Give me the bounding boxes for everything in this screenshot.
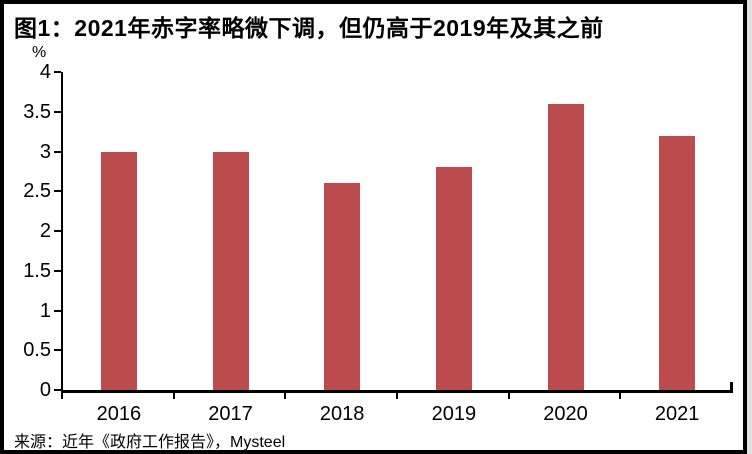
y-axis-label: 0 [39,379,51,401]
y-tick-mark [54,230,61,232]
x-tick-mark [61,391,63,399]
x-axis-label: 2021 [654,403,700,425]
plot-area [61,72,733,393]
bar-2019 [435,167,472,390]
x-axis-label: 2018 [319,403,365,425]
x-axis-label: 2019 [431,403,477,425]
y-tick-mark [54,150,61,153]
y-tick-mark [54,309,61,312]
x-tick-mark [396,391,398,399]
y-tick-mark [54,190,61,193]
y-tick-mark [54,389,61,391]
y-tick-mark [54,71,61,73]
y-tick-mark [54,110,61,113]
bar-2020 [547,103,584,390]
bar-2017 [212,151,249,390]
y-axis-label: 2.5 [23,180,51,203]
y-tick-mark [54,349,61,352]
y-axis-label: 2 [39,220,51,242]
bar-2021 [659,135,696,390]
y-axis-label: 3.5 [23,100,51,123]
x-axis-end-tick [730,382,733,391]
y-axis-label: 1.5 [23,259,51,282]
y-axis-label: 3 [39,140,51,163]
source-text-cn: 来源：近年《政府工作报告》， [14,432,231,451]
source-note: 来源：近年《政府工作报告》，Mysteel [14,428,285,452]
y-axis-unit-label: % [32,44,47,61]
x-axis-label: 2016 [96,403,142,425]
y-tick-mark [54,269,61,272]
source-text-en: Mysteel [230,434,286,451]
y-axis-label: 0.5 [23,339,51,362]
x-tick-mark [284,391,287,399]
y-axis-label: 1 [39,299,51,322]
figure-title: 图1：2021年赤字率略微下调，但仍高于2019年及其之前 [14,15,604,41]
chart: 4 3.5 3 2.5 2 1.5 1 0.5 0 2016 2017 2018 2019 2020 202… [4,4,752,454]
bar-2016 [100,151,137,390]
x-tick-mark [507,391,510,399]
x-axis-label: 2017 [208,403,253,425]
x-tick-mark [619,391,622,399]
y-axis-label: 4 [39,61,51,83]
x-tick-mark [172,391,175,399]
x-axis-label: 2020 [543,403,588,425]
bar-2018 [324,183,361,390]
